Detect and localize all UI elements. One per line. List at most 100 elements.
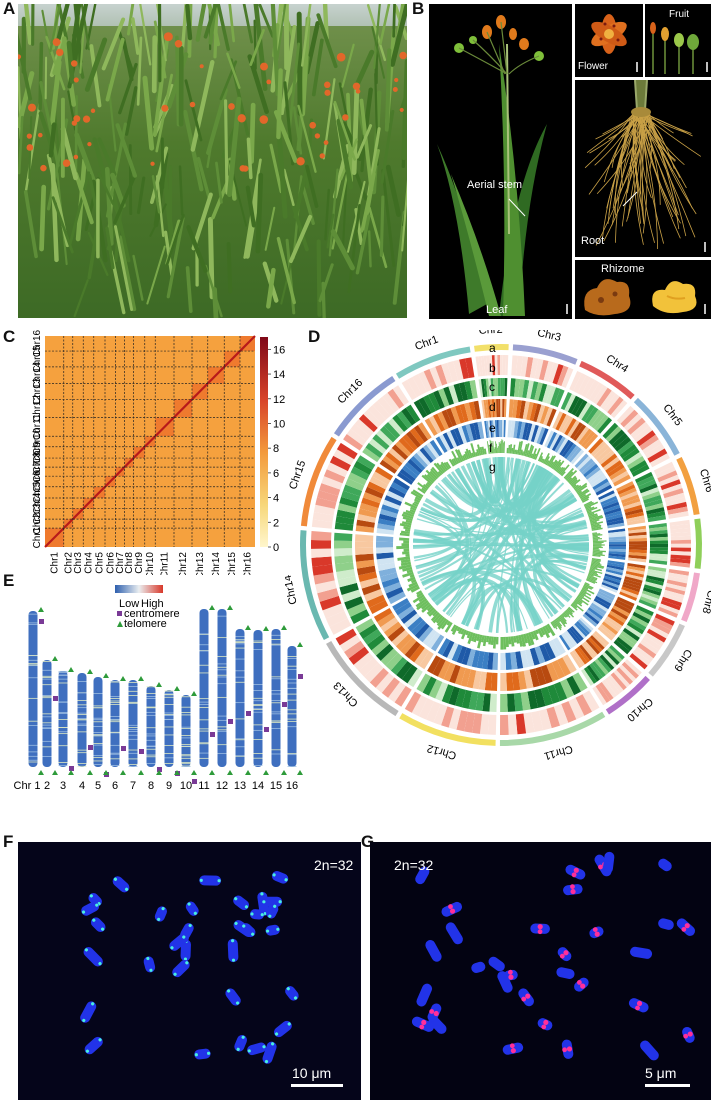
track-d-strip (593, 444, 610, 460)
track-g-bar (410, 491, 423, 500)
track-g-bar (399, 537, 410, 541)
telomere-marker (209, 770, 215, 775)
track-d-strip (627, 563, 646, 569)
track-e-strip (605, 569, 623, 576)
synteny-link (526, 465, 587, 531)
track-g-bar (443, 462, 450, 470)
track-e-strip (608, 555, 626, 560)
circos-track-label: b (489, 361, 496, 375)
ideogram-x-label: 14 (252, 780, 264, 792)
track-g-bar (565, 609, 575, 618)
track-c-strip (599, 654, 615, 671)
track-g-bar (592, 554, 601, 557)
track-e-strip (507, 420, 512, 438)
track-b-strip (313, 572, 335, 585)
telomere-marker (297, 770, 303, 775)
track-e-strip (407, 616, 424, 632)
track-b-strip (658, 474, 680, 487)
track-g-bar (579, 493, 587, 499)
track-g-bar (591, 526, 602, 530)
track-b-strip (472, 713, 483, 734)
track-e-strip (466, 648, 476, 667)
track-e-strip (520, 650, 529, 669)
track-b-strip (639, 434, 659, 451)
track-g-bar (590, 523, 600, 527)
track-e-strip (519, 421, 526, 440)
track-g-bar (476, 449, 480, 456)
chromosome-bar (58, 671, 68, 767)
track-c-strip (500, 378, 503, 397)
track-d-strip (600, 453, 618, 468)
chromosome-blob (247, 1042, 267, 1056)
circos-track-label: d (489, 400, 496, 414)
track-g-bar (403, 548, 410, 552)
track-d-strip (616, 596, 635, 608)
track-b-strip (603, 393, 620, 413)
track-g-bar (448, 458, 455, 467)
track-b-strip (553, 703, 569, 726)
track-e-strip (430, 634, 445, 652)
track-e-strip (576, 620, 590, 635)
track-g-bar (554, 461, 562, 471)
track-b-strip (601, 679, 617, 699)
track-c-strip (616, 636, 633, 652)
synteny-link (533, 554, 589, 615)
track-e-strip (510, 652, 518, 670)
track-g-bar (409, 508, 416, 513)
track-d-strip (609, 467, 627, 480)
colorbar-tick-label: 16 (273, 344, 285, 356)
track-d-strip (551, 660, 565, 680)
track-d-strip (487, 399, 492, 418)
track-e-strip (608, 553, 626, 558)
track-g-bar (590, 565, 598, 569)
track-c-strip (336, 509, 356, 520)
track-d-strip (355, 559, 375, 569)
track-b-strip (660, 600, 681, 611)
track-d-strip (355, 553, 374, 562)
track-b-strip (325, 610, 348, 627)
track-d-strip (361, 497, 380, 509)
track-g-bar (466, 631, 472, 639)
track-c-strip (566, 675, 581, 696)
track-d-strip (607, 613, 625, 627)
chromosome-band (499, 711, 606, 746)
circos-chr-label: Chr9 (671, 647, 694, 674)
fruit-photo: Fruit (645, 4, 711, 77)
track-e-strip (419, 447, 434, 463)
track-e-strip (589, 605, 605, 618)
track-g-bar (520, 634, 527, 647)
track-g-bar (520, 449, 523, 456)
track-g-bar (591, 560, 600, 563)
chromosome-band (300, 530, 330, 641)
track-g-bar (512, 444, 516, 454)
track-g-bar (554, 619, 562, 629)
track-e-strip (426, 442, 440, 459)
leaf-label: Leaf (486, 304, 508, 316)
track-b-strip (404, 691, 422, 713)
circos-chr-label: Chr1 (413, 334, 440, 354)
hic-x-tick-label: Chr2 (63, 552, 74, 574)
track-b-strip (667, 575, 688, 584)
scale-bar-f (291, 1084, 343, 1087)
chromosome-bar (199, 609, 209, 767)
track-e-strip (605, 513, 623, 521)
synteny-link (413, 511, 460, 541)
track-g-bar (590, 564, 604, 569)
track-g-bar (405, 553, 410, 557)
track-d-strip (607, 463, 625, 477)
track-e-strip (549, 433, 560, 450)
track-c-strip (581, 404, 595, 422)
colorbar-tick-label: 4 (273, 493, 279, 505)
track-g-bar (558, 616, 566, 625)
hic-x-tick-label: Chr1 (49, 552, 60, 574)
track-g-bar (515, 635, 520, 644)
chromosome-blob (557, 947, 572, 962)
chromosome-blob (285, 986, 299, 1001)
colorbar-tick-label: 2 (273, 517, 279, 529)
hic-y-tick-label: Chr7 (32, 460, 43, 482)
telomere-marker (103, 770, 109, 775)
track-d-strip (400, 637, 417, 655)
track-g-bar (532, 630, 539, 641)
panel-label-a: A (3, 0, 16, 18)
legend-low: Low (119, 598, 139, 610)
